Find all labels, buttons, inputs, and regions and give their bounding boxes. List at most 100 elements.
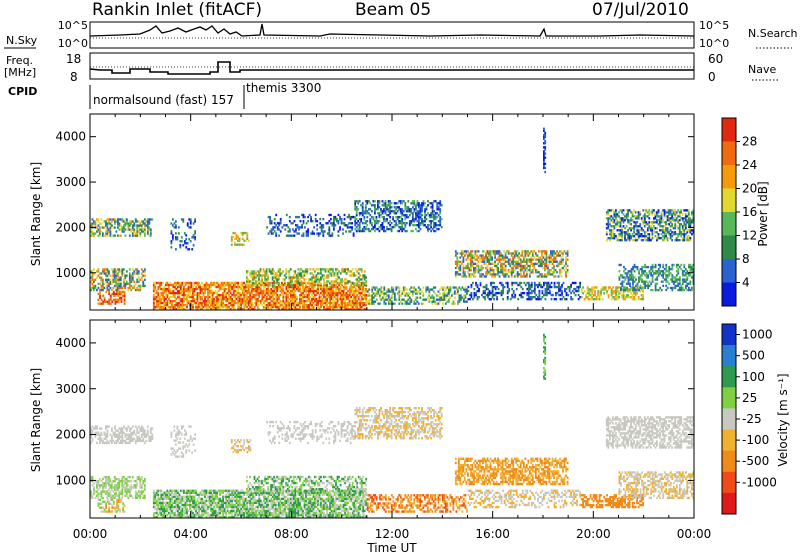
range-gate-cell [375, 208, 378, 211]
range-gate-cell [428, 300, 431, 303]
range-gate-cell [455, 286, 458, 289]
range-gate-cell [597, 292, 600, 295]
range-gate-cell [499, 291, 502, 295]
range-gate-cell [343, 213, 346, 217]
range-gate-cell [613, 213, 616, 216]
range-gate-cell [299, 283, 301, 287]
range-gate-cell [306, 293, 309, 297]
range-gate-cell [490, 298, 492, 301]
range-gate-cell [195, 303, 197, 307]
range-gate-cell [310, 218, 313, 221]
range-gate-cell [547, 256, 549, 259]
range-gate-cell [100, 276, 103, 279]
range-gate-cell [353, 297, 356, 301]
range-gate-cell [497, 252, 500, 255]
range-gate-cell [610, 290, 613, 293]
range-gate-cell [287, 281, 289, 285]
range-gate-cell [114, 234, 116, 237]
range-gate-cell [483, 250, 486, 253]
range-gate-cell [123, 228, 125, 231]
range-gate-cell [547, 291, 550, 295]
range-gate-cell [165, 297, 167, 301]
range-gate-cell [354, 299, 357, 303]
range-gate-cell [217, 285, 220, 289]
range-gate-cell [97, 270, 100, 273]
range-gate-cell [495, 266, 498, 270]
range-gate-cell [293, 308, 295, 311]
range-gate-cell [668, 219, 671, 222]
range-gate-cell [616, 237, 619, 240]
range-gate-cell [308, 308, 310, 311]
range-gate-cell [683, 229, 686, 232]
range-gate-cell [205, 283, 208, 287]
range-gate-cell [576, 285, 579, 289]
range-gate-cell [622, 209, 625, 212]
range-gate-cell [545, 252, 548, 255]
range-gate-cell [497, 256, 500, 259]
range-gate-cell [408, 288, 411, 291]
range-gate-cell [648, 217, 651, 220]
range-gate-cell [671, 213, 674, 216]
range-gate-cell [669, 237, 672, 240]
range-gate-cell [195, 301, 197, 305]
range-gate-cell [106, 302, 109, 305]
range-gate-cell [588, 292, 591, 295]
range-gate-cell [539, 250, 542, 253]
range-gate-cell [369, 214, 372, 217]
range-gate-cell [654, 227, 657, 230]
range-gate-cell [656, 231, 658, 234]
range-gate-cell [460, 298, 462, 301]
range-gate-cell [518, 262, 521, 266]
range-gate-cell [387, 202, 390, 205]
range-gate-cell [106, 276, 109, 279]
range-gate-cell [202, 285, 205, 289]
range-gate-cell [97, 292, 100, 296]
range-gate-cell [526, 281, 529, 285]
range-gate-cell [401, 226, 404, 229]
range-gate-cell [486, 252, 489, 255]
range-gate-cell [529, 298, 532, 301]
range-gate-cell [345, 287, 348, 291]
range-gate-cell [314, 295, 316, 299]
range-gate-cell [253, 278, 256, 281]
range-gate-cell [121, 268, 124, 271]
range-gate-cell [152, 299, 155, 303]
range-gate-cell [461, 254, 463, 257]
range-gate-cell [190, 301, 193, 305]
range-gate-cell [541, 296, 544, 299]
range-gate-cell [386, 220, 388, 223]
range-gate-cell [271, 291, 274, 295]
range-gate-cell [610, 229, 613, 232]
range-gate-cell [482, 285, 485, 289]
range-gate-cell [432, 290, 435, 293]
range-gate-cell [439, 208, 442, 211]
range-gate-cell [163, 295, 166, 299]
range-gate-cell [169, 308, 172, 311]
range-gate-cell [235, 289, 238, 293]
range-gate-cell [279, 287, 282, 291]
range-gate-cell [344, 270, 347, 273]
range-gate-cell [299, 308, 301, 311]
range-gate-cell [677, 219, 680, 222]
range-gate-cell [109, 302, 112, 305]
range-gate-cell [152, 281, 155, 285]
range-gate-cell [479, 281, 482, 285]
range-gate-cell [687, 223, 690, 226]
range-gate-cell [317, 232, 320, 235]
range-gate-cell [372, 300, 375, 303]
range-gate-cell [93, 272, 95, 275]
range-gate-cell [470, 266, 472, 270]
range-gate-cell [489, 271, 492, 274]
range-gate-cell [428, 292, 431, 295]
range-gate-cell [181, 291, 184, 295]
range-gate-cell [336, 295, 339, 299]
range-gate-cell [97, 234, 100, 237]
range-gate-cell [124, 224, 127, 227]
range-gate-cell [381, 224, 384, 227]
range-gate-cell [299, 301, 301, 305]
range-gate-cell [625, 239, 628, 242]
range-gate-cell [416, 200, 419, 203]
range-gate-cell [512, 271, 515, 274]
range-gate-cell [93, 288, 95, 292]
